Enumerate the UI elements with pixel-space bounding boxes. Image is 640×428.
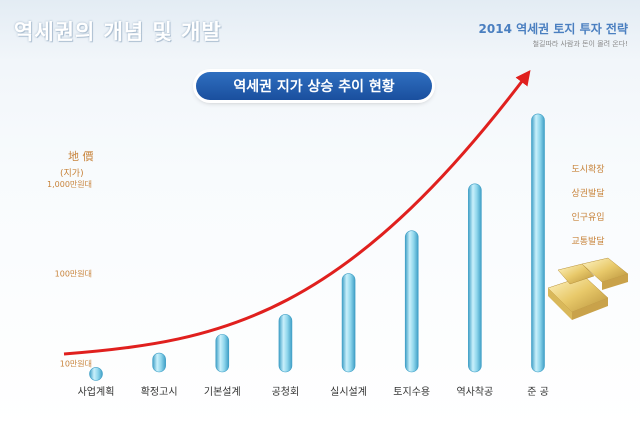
x-tick-label: 준 공: [527, 386, 549, 398]
bar: [341, 273, 356, 373]
side-label: 인구유입: [571, 211, 604, 223]
y-axis-subtitle: (지가): [60, 168, 84, 179]
bar: [215, 334, 230, 373]
x-tick-label: 공청회: [272, 386, 300, 398]
y-axis-labels: 地 價 (지가): [60, 149, 94, 179]
x-tick-label: 기본설계: [204, 386, 241, 398]
x-tick-label: 역사착공: [456, 386, 493, 398]
bar: [531, 113, 545, 373]
side-label: 상권발달: [571, 187, 604, 199]
bar: [278, 314, 293, 373]
x-tick-label: 확정고시: [141, 386, 178, 398]
y-tick-label: 1,000만원대: [47, 180, 92, 189]
bar: [89, 367, 103, 381]
header-band: [0, 0, 640, 62]
x-tick-label: 사업계획: [78, 385, 115, 398]
side-label: 교통발달: [571, 235, 604, 247]
y-tick-label: 100만원대: [55, 270, 92, 279]
y-axis-title: 地 價: [68, 149, 94, 163]
chart-title: 역세권 지가 상승 추이 현황: [196, 72, 432, 100]
x-tick-label: 실시설계: [330, 386, 367, 398]
slide-title: 역세권의 개념 및 개발: [14, 20, 222, 44]
side-label: 도시확장: [571, 163, 604, 175]
bar: [404, 230, 419, 373]
bar: [152, 352, 166, 373]
x-tick-label: 토지수용: [393, 386, 430, 398]
trend-arrow: [63, 70, 531, 356]
bar: [468, 183, 482, 373]
brand-tagline: 철길따라 사람과 돈이 몰려 온다!: [532, 40, 628, 48]
gold-bars-illustration: [547, 257, 629, 320]
y-tick-label: 10만원대: [60, 359, 92, 368]
brand-title: 2014 역세권 토지 투자 전략: [478, 22, 628, 36]
brand-block: 2014 역세권 토지 투자 전략 철길따라 사람과 돈이 몰려 온다!: [479, 20, 628, 49]
